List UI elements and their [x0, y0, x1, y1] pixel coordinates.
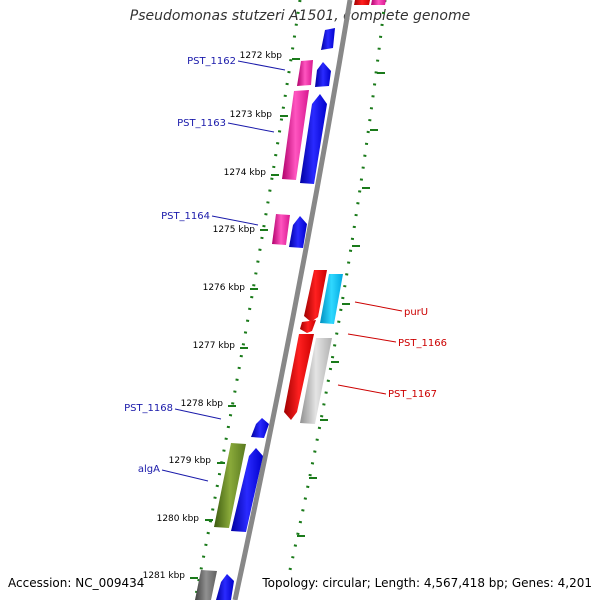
- gene-feature-red: [354, 0, 370, 5]
- gene-feature-red: [300, 320, 316, 333]
- leader-line: [161, 469, 209, 482]
- tick-label: 1277 kbp: [193, 341, 236, 351]
- gene-feature-dark: [195, 570, 217, 600]
- gene-label: PST_1168: [124, 403, 173, 414]
- leader-line: [174, 408, 222, 420]
- tick-label: 1272 kbp: [240, 51, 283, 61]
- leader-line: [354, 301, 403, 312]
- gene-feature-blue: [216, 574, 234, 600]
- leader-line: [337, 384, 387, 395]
- gene-feature-cyan: [320, 274, 343, 324]
- gene-label: purU: [404, 307, 428, 318]
- gene-feature-red: [284, 334, 314, 420]
- gene-feature-blue: [231, 448, 263, 532]
- leader-line: [347, 333, 397, 343]
- gene-feature-blue: [321, 28, 335, 50]
- gene-feature-blue: [315, 62, 331, 87]
- map-title: Pseudomonas stutzeri A1501, complete gen…: [129, 8, 471, 24]
- gene-feature-green: [214, 443, 246, 528]
- tick-label: 1275 kbp: [213, 225, 256, 235]
- gene-feature-magenta: [282, 90, 309, 180]
- tick-label: 1279 kbp: [169, 456, 212, 466]
- leader-line: [237, 60, 286, 71]
- gene-feature-red: [304, 270, 327, 322]
- tick-label: 1278 kbp: [181, 399, 224, 409]
- gene-feature-magenta: [272, 214, 290, 245]
- gene-feature-pink: [371, 0, 386, 5]
- tick-label: 1274 kbp: [224, 168, 267, 178]
- genome-stats-text: Topology: circular; Length: 4,567,418 bp…: [262, 576, 592, 590]
- gene-label: PST_1164: [161, 211, 210, 222]
- tick-label: 1273 kbp: [230, 110, 273, 120]
- gene-feature-blue: [289, 216, 307, 248]
- leader-line: [227, 122, 275, 133]
- gene-label: algA: [138, 464, 160, 475]
- tick-label: 1280 kbp: [157, 514, 200, 524]
- tick-label: 1276 kbp: [203, 283, 246, 293]
- gene-label: PST_1163: [177, 118, 226, 129]
- track-guide-left: [193, 0, 302, 600]
- gene-label: PST_1167: [388, 389, 437, 400]
- gene-label: PST_1162: [187, 56, 236, 67]
- leader-line: [211, 215, 259, 226]
- genome-backbone: [232, 0, 353, 600]
- tick-marks: [190, 58, 385, 579]
- gene-feature-gray: [300, 338, 332, 424]
- gene-feature-blue: [300, 94, 327, 184]
- accession-text: Accession: NC_009434: [8, 576, 145, 590]
- tick-label: 1281 kbp: [143, 571, 186, 581]
- gene-feature-blue: [251, 418, 269, 438]
- gene-label: PST_1166: [398, 338, 447, 349]
- gene-feature-magenta: [297, 60, 313, 86]
